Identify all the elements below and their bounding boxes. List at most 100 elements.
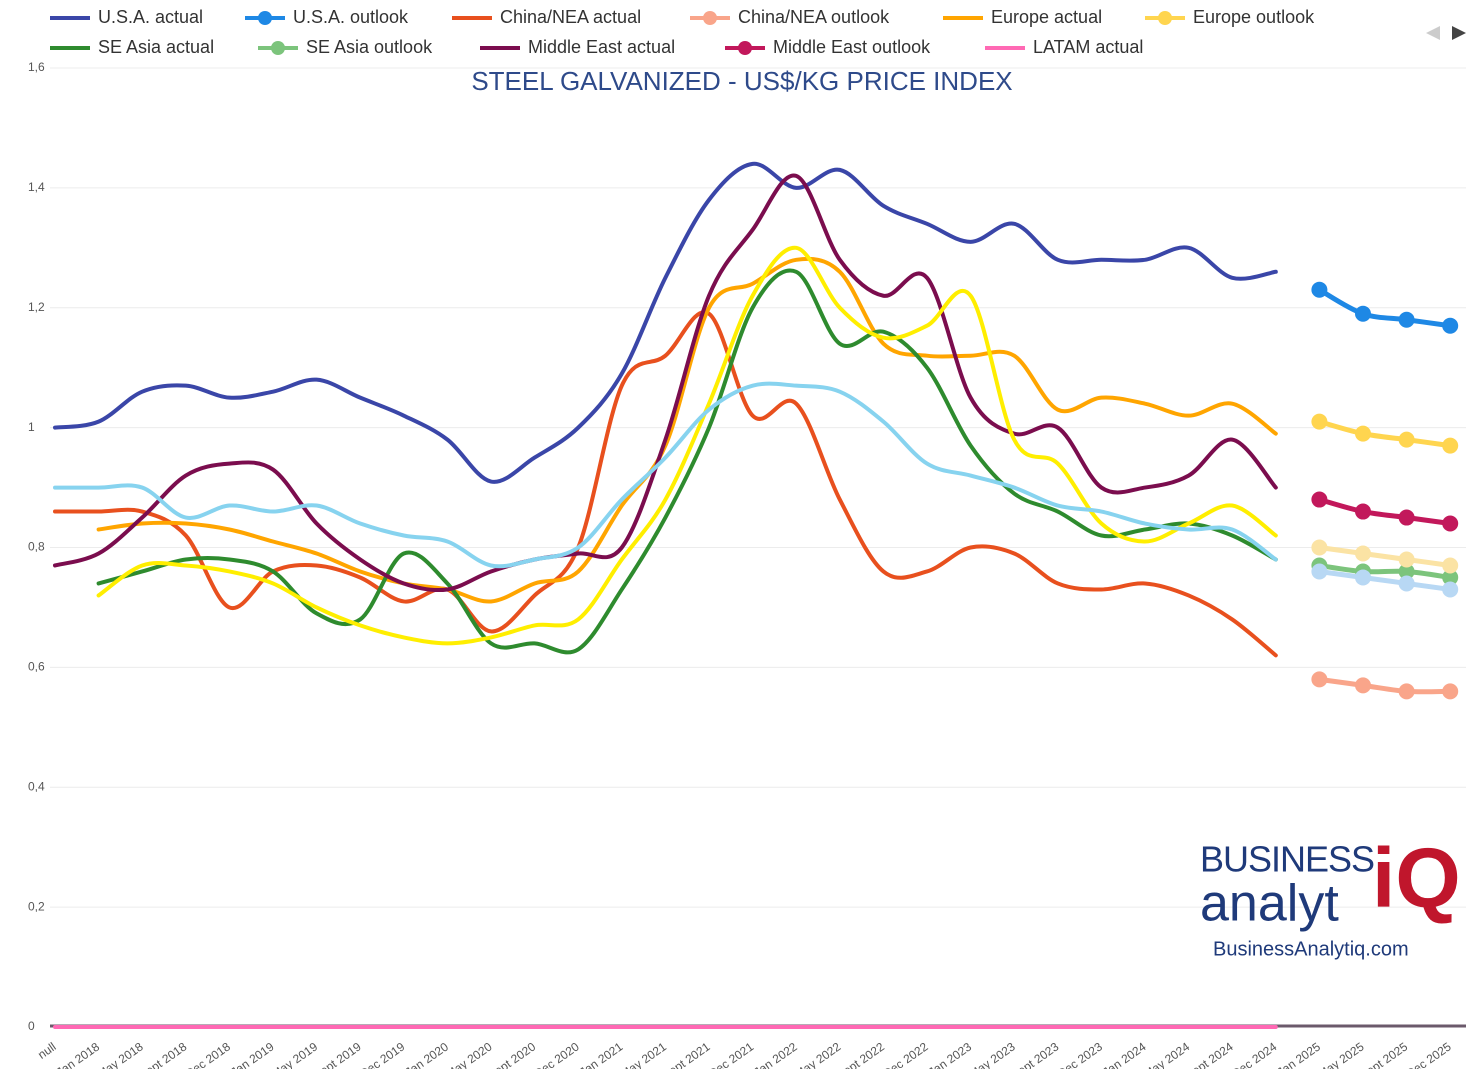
legend-label: U.S.A. outlook: [293, 7, 409, 27]
x-tick-label: Jan 2024: [1100, 1039, 1149, 1069]
outlook-line: [1316, 568, 1453, 592]
logo-url: BusinessAnalytiq.com: [1213, 938, 1409, 960]
chart-title: STEEL GALVANIZED - US$/KG PRICE INDEX: [471, 66, 1012, 96]
logo-line2: analyt: [1200, 875, 1339, 933]
x-tick-label: Jan 2021: [577, 1039, 626, 1069]
x-tick-label: Sept 2020: [485, 1039, 538, 1069]
x-tick-label: May 2020: [443, 1039, 494, 1069]
x-tick-label: May 2024: [1141, 1039, 1192, 1069]
outlook-marker: [1398, 575, 1415, 592]
legend-item[interactable]: Europe actual: [943, 7, 1102, 27]
legend-marker: [738, 41, 752, 55]
outlook-marker: [1398, 431, 1415, 448]
y-tick-label: 1,6: [28, 60, 45, 74]
x-tick-label: May 2018: [95, 1039, 146, 1069]
outlook-marker: [1311, 563, 1328, 580]
outlook-line: [1316, 545, 1453, 568]
logo: BUSINESS analyt iQ BusinessAnalytiq.com: [1200, 831, 1461, 960]
legend-item[interactable]: Europe outlook: [1145, 7, 1315, 27]
y-tick-label: 0,4: [28, 779, 45, 793]
legend-next[interactable]: [1452, 26, 1466, 40]
y-tick-label: 0,2: [28, 899, 45, 913]
x-tick-label: Dec 2025: [1404, 1039, 1454, 1069]
x-tick-label: Jan 2025: [1274, 1039, 1323, 1069]
outlook-marker: [1398, 509, 1415, 526]
outlook-marker: [1398, 563, 1415, 580]
outlook-marker: [1355, 425, 1371, 442]
y-tick-label: 1: [28, 420, 35, 434]
legend-marker: [703, 11, 717, 25]
x-tick-label: May 2025: [1315, 1039, 1366, 1069]
series-line: [53, 161, 1278, 484]
legend-label: Middle East outlook: [773, 37, 931, 57]
legend-item[interactable]: Middle East actual: [480, 37, 675, 57]
outlook-marker: [1398, 683, 1415, 700]
legend-item[interactable]: China/NEA outlook: [690, 7, 890, 27]
x-tick-label: Sept 2022: [834, 1039, 887, 1069]
x-tick-label: Dec 2021: [706, 1039, 756, 1069]
legend-label: Middle East actual: [528, 37, 675, 57]
legend-label: U.S.A. actual: [98, 7, 203, 27]
legend-item[interactable]: U.S.A. actual: [50, 7, 203, 27]
outlook-marker: [1398, 551, 1415, 568]
logo-mark: iQ: [1372, 831, 1461, 925]
outlook-line: [1316, 562, 1453, 580]
outlook-marker: [1311, 281, 1328, 298]
outlook-marker: [1442, 569, 1459, 586]
x-tick-label: May 2021: [618, 1039, 669, 1069]
x-tick-label: Sept 2024: [1183, 1039, 1236, 1069]
legend-label: SE Asia outlook: [306, 37, 433, 57]
outlook-line: [1316, 497, 1453, 527]
series-line: [53, 381, 1278, 569]
legend-prev[interactable]: [1426, 26, 1440, 40]
outlook-marker: [1355, 545, 1371, 562]
logo-line1: BUSINESS: [1200, 839, 1374, 880]
legend-item[interactable]: U.S.A. outlook: [245, 7, 409, 27]
series-line: [53, 310, 1278, 658]
outlook-marker: [1442, 683, 1459, 700]
legend-marker: [271, 41, 285, 55]
outlook-marker: [1355, 677, 1371, 694]
y-tick-label: 0,8: [28, 540, 45, 554]
x-tick-label: Jan 2023: [926, 1039, 975, 1069]
y-tick-label: 1,2: [28, 300, 45, 314]
legend-marker: [1158, 11, 1172, 25]
outlook-marker: [1442, 437, 1459, 454]
legend-marker: [258, 11, 272, 25]
legend-label: Europe actual: [991, 7, 1102, 27]
legend-item[interactable]: LATAM actual: [985, 37, 1143, 57]
outlook-line: [1316, 419, 1453, 449]
outlook-marker: [1311, 413, 1328, 430]
legend-item[interactable]: SE Asia outlook: [258, 37, 433, 57]
x-tick-label: null: [35, 1040, 58, 1062]
series-line: [53, 173, 1278, 593]
legend-label: SE Asia actual: [98, 37, 214, 57]
x-tick-label: Dec 2020: [532, 1039, 582, 1069]
legend-label: LATAM actual: [1033, 37, 1143, 57]
outlook-marker: [1355, 569, 1371, 586]
series-line: [96, 245, 1278, 646]
legend-item[interactable]: SE Asia actual: [50, 37, 214, 57]
x-tick-label: Dec 2022: [880, 1039, 930, 1069]
y-tick-label: 1,4: [28, 180, 45, 194]
x-tick-label: Dec 2024: [1229, 1039, 1279, 1069]
outlook-marker: [1442, 581, 1459, 598]
legend-label: Europe outlook: [1193, 7, 1315, 27]
x-tick-label: Jan 2022: [751, 1039, 800, 1069]
legend-item[interactable]: China/NEA actual: [452, 7, 641, 27]
x-tick-label: Sept 2025: [1357, 1039, 1410, 1069]
x-tick-label: Jan 2020: [402, 1039, 451, 1069]
x-tick-label: Sept 2023: [1008, 1039, 1061, 1069]
legend-item[interactable]: Middle East outlook: [725, 37, 931, 57]
x-tick-label: Jan 2018: [54, 1039, 103, 1069]
outlook-marker: [1355, 503, 1371, 520]
x-tick-label: May 2023: [967, 1039, 1018, 1069]
y-tick-label: 0,6: [28, 660, 45, 674]
outlook-line: [1316, 676, 1453, 695]
legend-label: China/NEA outlook: [738, 7, 890, 27]
outlook-marker: [1442, 515, 1459, 532]
y-tick-label: 0: [28, 1019, 35, 1033]
series-line: [96, 256, 1278, 604]
x-tick-label: Dec 2019: [357, 1039, 407, 1069]
